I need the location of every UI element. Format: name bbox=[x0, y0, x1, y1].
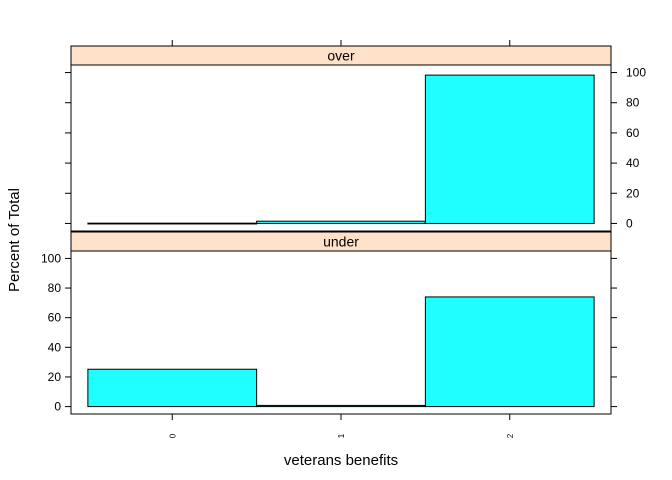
bar-under-0 bbox=[87, 368, 258, 408]
y-tick-label: 80 bbox=[626, 96, 640, 110]
panel-under: under 0 20 40 60 80 100 bbox=[41, 231, 617, 415]
y-tick-label: 80 bbox=[48, 281, 62, 295]
strip-label: over bbox=[327, 48, 355, 64]
bar-under-2 bbox=[424, 296, 595, 408]
y-tick-label: 0 bbox=[54, 400, 61, 414]
x-axis-title: veterans benefits bbox=[284, 452, 398, 469]
y-tick-label: 0 bbox=[626, 216, 633, 230]
x-tick-label: 0 bbox=[168, 433, 177, 438]
y-tick-label: 20 bbox=[48, 370, 62, 384]
y-axis-title: Percent of Total bbox=[6, 188, 23, 292]
y-tick-label: 20 bbox=[626, 186, 640, 200]
y-tick-label: 100 bbox=[41, 251, 61, 265]
x-tick-label: 2 bbox=[506, 433, 515, 438]
y-tick-label: 100 bbox=[626, 66, 646, 80]
strip-label: under bbox=[323, 234, 359, 250]
bar-under-1 bbox=[256, 404, 426, 408]
y-tick-label: 40 bbox=[48, 340, 62, 354]
panel-frame bbox=[70, 64, 612, 232]
x-tick-label: 1 bbox=[337, 433, 346, 438]
bar-over-0 bbox=[87, 222, 258, 225]
y-tick-label: 40 bbox=[626, 156, 640, 170]
y-tick-label: 60 bbox=[626, 126, 640, 140]
bar-over-2 bbox=[424, 74, 595, 224]
bar-over-1 bbox=[256, 220, 426, 224]
panel-over: over 0 20 40 60 80 100 bbox=[65, 40, 646, 232]
y-tick-label: 60 bbox=[48, 311, 62, 325]
